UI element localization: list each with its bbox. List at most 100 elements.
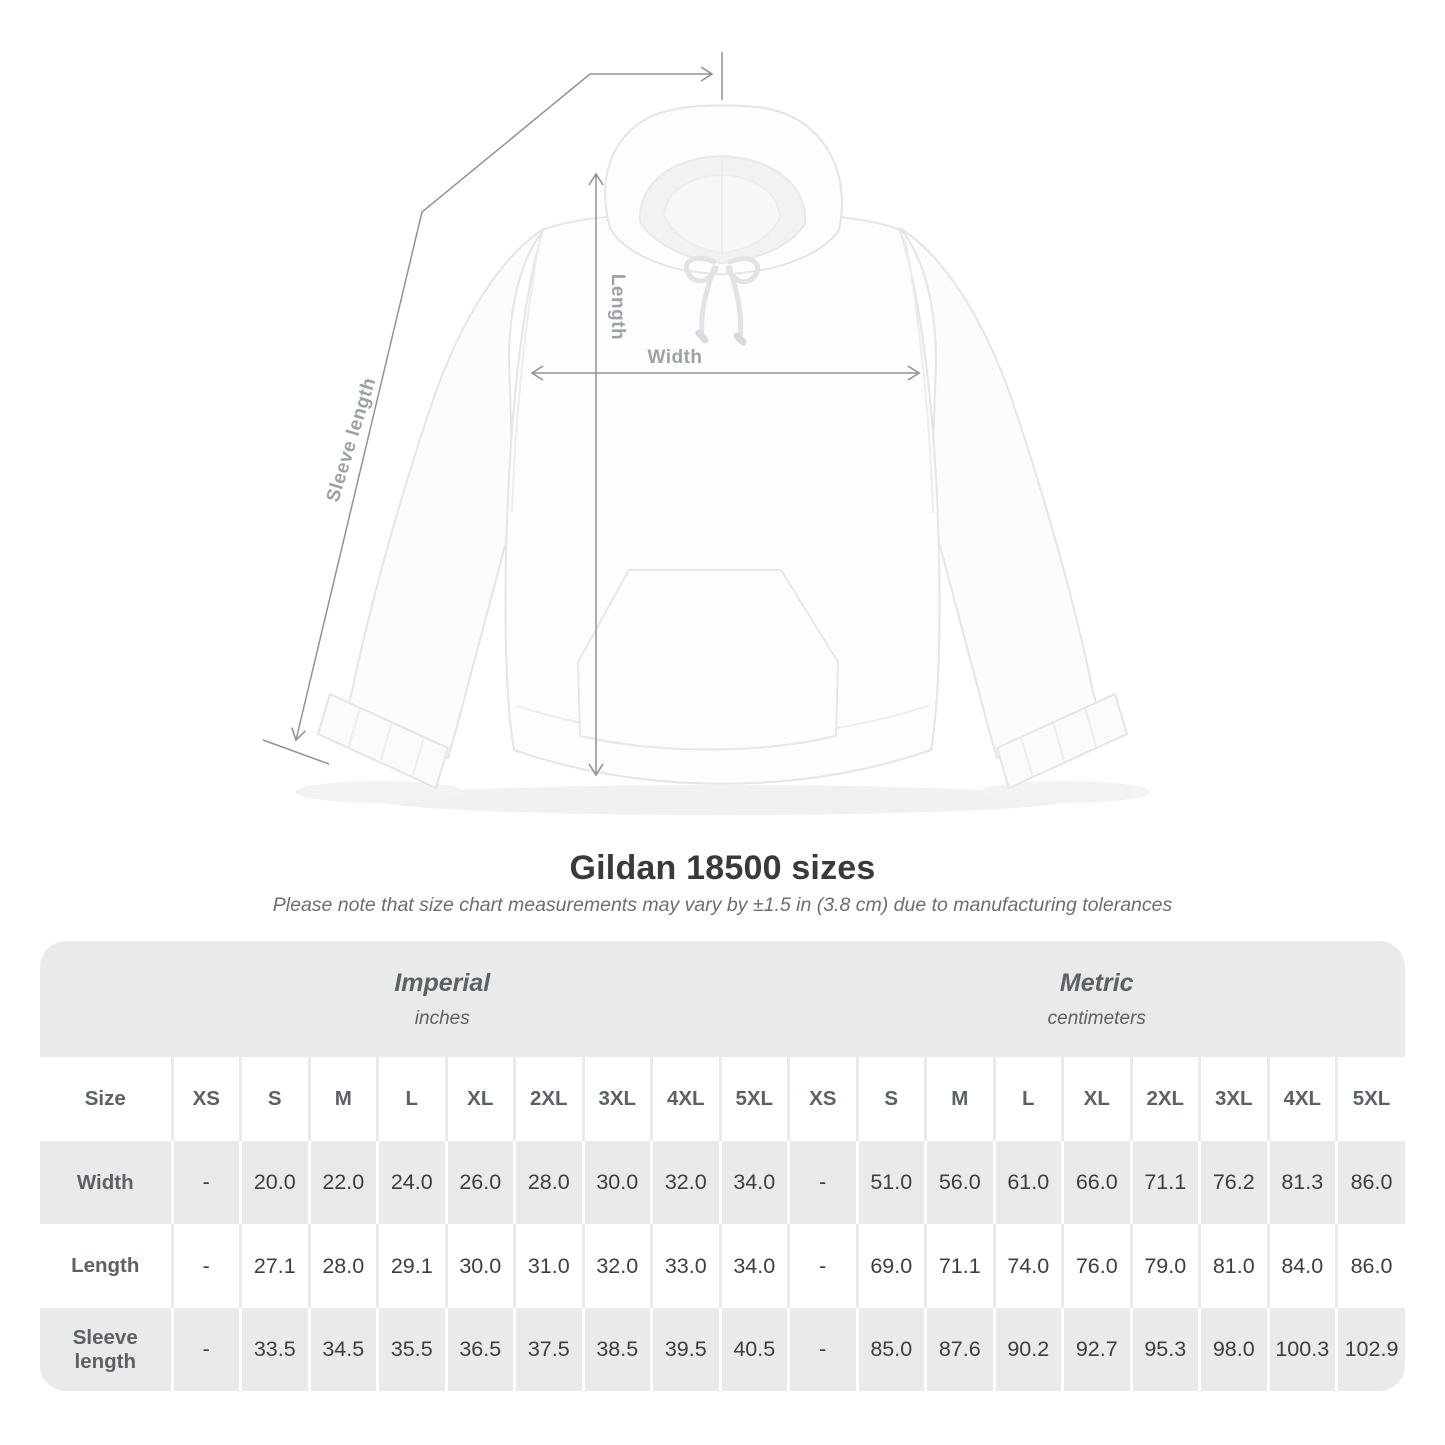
- hoodie-shadow: [295, 781, 1150, 815]
- size-table: Imperial inches Metric centimeters Size X…: [40, 941, 1405, 1391]
- value-cell: 22.0: [307, 1141, 378, 1224]
- value-cell: 29.1: [376, 1224, 446, 1308]
- value-cell: 39.5: [650, 1308, 720, 1391]
- value-cell: -: [787, 1224, 857, 1308]
- size-header-imperial-5xl: 5XL: [718, 1057, 789, 1141]
- size-table-body: Imperial inches Metric centimeters Size X…: [40, 941, 1405, 1391]
- size-header-imperial-l: L: [376, 1057, 446, 1141]
- value-cell: 26.0: [444, 1141, 515, 1224]
- value-cell: 27.1: [239, 1224, 309, 1308]
- value-cell: 30.0: [581, 1141, 652, 1224]
- value-cell: 79.0: [1129, 1224, 1200, 1308]
- size-header-metric-5xl: 5XL: [1335, 1057, 1405, 1141]
- value-cell: 81.3: [1266, 1141, 1337, 1224]
- value-cell: 71.1: [924, 1224, 994, 1308]
- metric-band: Metric centimeters: [788, 941, 1405, 1057]
- value-cell: -: [787, 1141, 857, 1224]
- value-cell: 24.0: [376, 1141, 446, 1224]
- value-cell: 34.5: [307, 1308, 378, 1391]
- size-header-metric-l: L: [992, 1057, 1063, 1141]
- size-header-metric-3xl: 3XL: [1198, 1057, 1268, 1141]
- value-cell: 32.0: [581, 1224, 652, 1308]
- unit-band-row: Imperial inches Metric centimeters: [40, 941, 1405, 1057]
- measurement-diagram: Length Width Sleeve length: [262, 52, 1150, 815]
- size-header-imperial-m: M: [307, 1057, 378, 1141]
- size-header-metric-4xl: 4XL: [1266, 1057, 1337, 1141]
- row-label: Sleeve length: [40, 1308, 172, 1391]
- value-cell: 86.0: [1335, 1224, 1405, 1308]
- measurement-row: Width -20.0 22.0 24.0 26.0 28.0 30.0 32.0 34.0-5…: [40, 1141, 1405, 1224]
- value-cell: -: [170, 1308, 241, 1391]
- value-cell: 35.5: [376, 1308, 446, 1391]
- hood-drawstrings: [683, 255, 761, 346]
- value-cell: 32.0: [650, 1141, 720, 1224]
- value-cell: 76.0: [1061, 1224, 1131, 1308]
- measurement-row: Length -27.1 28.0 29.1 30.0 31.0 32.0 33.0 34.0-…: [40, 1224, 1405, 1308]
- size-header-imperial-xl: XL: [444, 1057, 515, 1141]
- value-cell: -: [170, 1224, 241, 1308]
- value-cell: 86.0: [1335, 1141, 1405, 1224]
- value-cell: 33.5: [239, 1308, 309, 1391]
- value-cell: 76.2: [1198, 1141, 1268, 1224]
- size-header-imperial-xs: XS: [170, 1057, 241, 1141]
- value-cell: 81.0: [1198, 1224, 1268, 1308]
- value-cell: 34.0: [718, 1141, 789, 1224]
- value-cell: 56.0: [924, 1141, 994, 1224]
- measurement-annotations: [262, 52, 921, 777]
- value-cell: 28.0: [513, 1141, 583, 1224]
- value-cell: 28.0: [307, 1224, 378, 1308]
- tolerance-note: Please note that size chart measurements…: [272, 894, 1173, 916]
- value-cell: 31.0: [513, 1224, 583, 1308]
- hoodie-body-group: [317, 104, 1128, 789]
- imperial-title: Imperial: [394, 968, 491, 997]
- headline-section: Gildan 18500 sizes Please note that size…: [0, 849, 1445, 917]
- imperial-unit: inches: [414, 1007, 470, 1029]
- value-cell: 61.0: [992, 1141, 1063, 1224]
- size-header-imperial-2xl: 2XL: [513, 1057, 583, 1141]
- value-cell: 69.0: [855, 1224, 926, 1308]
- value-cell: -: [787, 1308, 857, 1391]
- value-cell: 38.5: [581, 1308, 652, 1391]
- size-header-metric-xs: XS: [787, 1057, 857, 1141]
- value-cell: 85.0: [855, 1308, 926, 1391]
- value-cell: 87.6: [924, 1308, 994, 1391]
- value-cell: 36.5: [444, 1308, 515, 1391]
- width-label: Width: [647, 347, 702, 368]
- value-cell: 30.0: [444, 1224, 515, 1308]
- row-label: Width: [40, 1141, 172, 1224]
- value-cell: 66.0: [1061, 1141, 1131, 1224]
- size-header-imperial-4xl: 4XL: [650, 1057, 720, 1141]
- size-header-metric-2xl: 2XL: [1129, 1057, 1200, 1141]
- row-label: Length: [40, 1224, 172, 1308]
- size-header-metric-m: M: [924, 1057, 994, 1141]
- value-cell: 37.5: [513, 1308, 583, 1391]
- sleeve-length-label: Sleeve length: [323, 375, 381, 505]
- value-cell: 98.0: [1198, 1308, 1268, 1391]
- value-cell: 51.0: [855, 1141, 926, 1224]
- size-header-imperial-s: S: [239, 1057, 309, 1141]
- size-header-row: Size XS S M L XL 2XL 3XL 4XL 5XL XS S M L XL 2XL 3XL 4XL 5…: [40, 1057, 1405, 1141]
- size-table-container: Imperial inches Metric centimeters Size X…: [40, 941, 1405, 1391]
- size-corner-header: Size: [40, 1057, 172, 1141]
- measurement-row: Sleeve length -33.5 34.5 35.5 36.5 37.5 38.5 39…: [40, 1308, 1405, 1391]
- hoodie-illustration: Length Width Sleeve length: [262, 52, 1150, 815]
- value-cell: 90.2: [992, 1308, 1063, 1391]
- value-cell: -: [170, 1141, 241, 1224]
- metric-unit: centimeters: [1047, 1007, 1146, 1029]
- value-cell: 92.7: [1061, 1308, 1131, 1391]
- value-cell: 74.0: [992, 1224, 1063, 1308]
- value-cell: 20.0: [239, 1141, 309, 1224]
- value-cell: 71.1: [1129, 1141, 1200, 1224]
- imperial-band: Imperial inches: [40, 941, 789, 1057]
- size-header-imperial-3xl: 3XL: [581, 1057, 652, 1141]
- page-title: Gildan 18500 sizes: [569, 849, 876, 887]
- value-cell: 84.0: [1266, 1224, 1337, 1308]
- value-cell: 40.5: [718, 1308, 789, 1391]
- length-label: Length: [607, 274, 628, 340]
- size-header-metric-xl: XL: [1061, 1057, 1131, 1141]
- sleeve-arrow-diagonal: [290, 73, 591, 742]
- value-cell: 102.9: [1335, 1308, 1405, 1391]
- value-cell: 95.3: [1129, 1308, 1200, 1391]
- size-header-metric-s: S: [855, 1057, 926, 1141]
- cuff-tick: [262, 739, 330, 765]
